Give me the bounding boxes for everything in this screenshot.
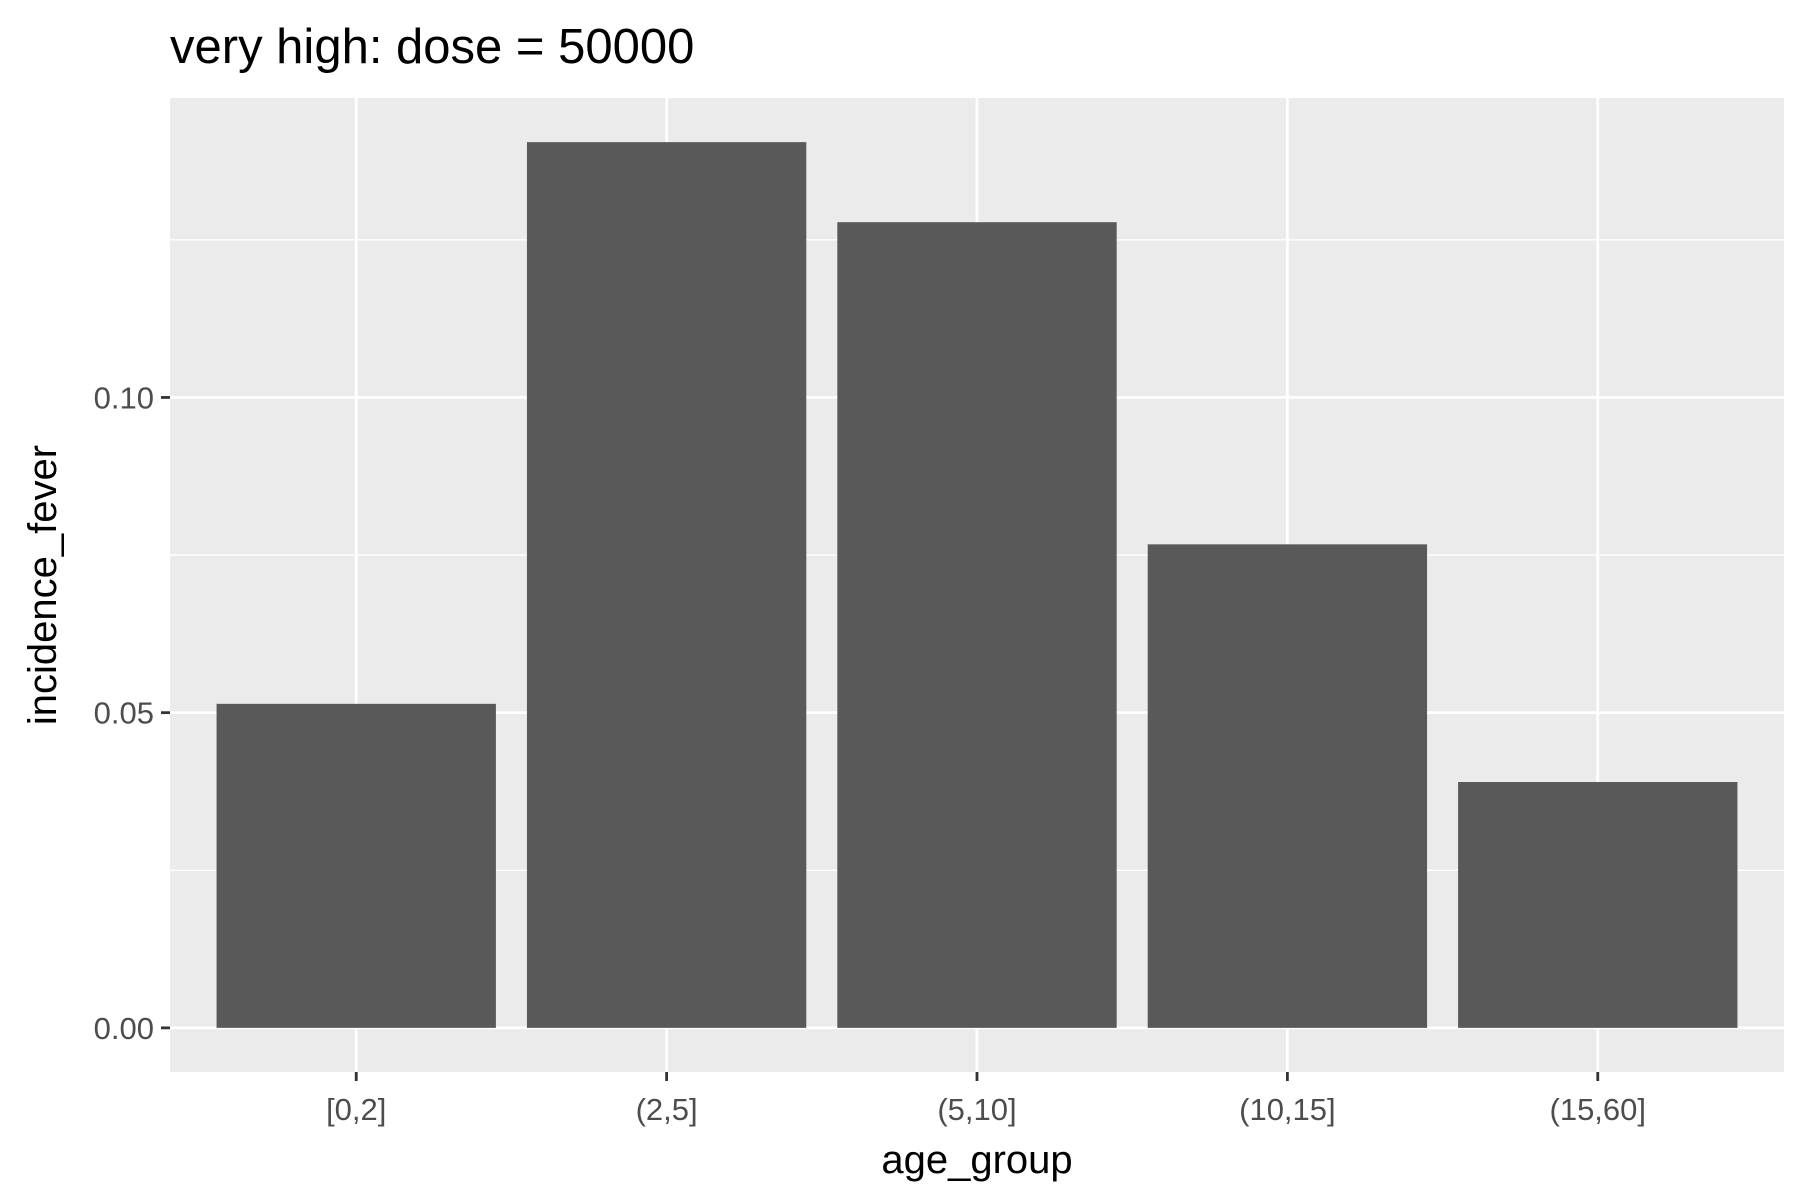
bar-2 <box>837 222 1117 1028</box>
x-tick-label-0: [0,2] <box>326 1092 386 1127</box>
x-axis-title: age_group <box>881 1138 1072 1182</box>
bar-1 <box>526 142 807 1028</box>
y-tick-label-1: 0.05 <box>94 696 154 731</box>
bars <box>216 142 1738 1028</box>
y-axis: 0.00 0.05 0.10 <box>94 380 170 1046</box>
x-axis: [0,2] (2,5] (5,10] (10,15] (15,60] <box>326 1072 1646 1127</box>
x-tick-label-2: (5,10] <box>937 1092 1016 1127</box>
x-tick-label-1: (2,5] <box>636 1092 698 1127</box>
x-tick-label-3: (10,15] <box>1239 1092 1336 1127</box>
y-axis-title: incidence_fever <box>21 445 65 725</box>
y-tick-label-0: 0.00 <box>94 1011 154 1046</box>
bar-4 <box>1458 782 1738 1028</box>
bar-3 <box>1147 544 1428 1028</box>
y-tick-label-2: 0.10 <box>94 380 154 415</box>
x-tick-label-4: (15,60] <box>1550 1092 1647 1127</box>
bar-0 <box>216 703 496 1028</box>
chart-title: very high: dose = 50000 <box>170 20 694 74</box>
